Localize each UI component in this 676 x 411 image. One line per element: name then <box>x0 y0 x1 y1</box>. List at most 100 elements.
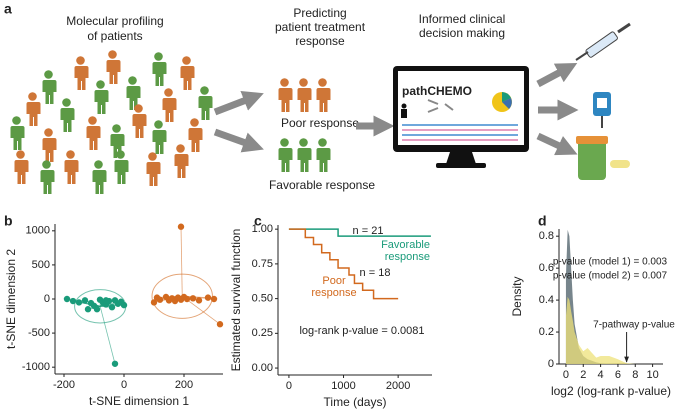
annotation: response <box>385 251 430 263</box>
y-tick-label: 0 <box>548 358 554 370</box>
y-tick-label: 0.4 <box>539 294 554 306</box>
panel-a: a Molecular profiling of patients Predic… <box>4 1 631 194</box>
point <box>156 296 164 303</box>
caption: Favorable response <box>269 178 375 192</box>
person-icon <box>74 56 89 90</box>
caption: decision making <box>419 26 505 40</box>
point <box>63 295 71 303</box>
y-tick-label: 0.2 <box>539 326 554 338</box>
annotation: log-rank p-value = 0.0081 <box>299 325 424 337</box>
caption: Poor response <box>281 116 359 130</box>
person-icon <box>64 150 79 184</box>
arrows <box>213 63 579 156</box>
point <box>183 295 191 303</box>
caption: patient treatment <box>275 20 366 34</box>
x-tick-label: 6 <box>615 369 621 381</box>
y-tick-label: -500 <box>28 327 50 339</box>
panel-label: b <box>4 213 13 229</box>
caption: Informed clinical <box>419 12 506 26</box>
person-icon <box>198 86 213 120</box>
annotation: n = 18 <box>360 267 391 279</box>
person-icon <box>94 80 109 114</box>
person-icon <box>297 138 312 172</box>
panel-label: c <box>254 213 262 229</box>
app-name: pathCHEMO <box>402 84 472 98</box>
person-icon <box>180 56 195 90</box>
person-icon <box>92 160 107 194</box>
caption: of patients <box>87 29 142 43</box>
point <box>93 306 101 313</box>
person-icon <box>316 78 331 112</box>
x-tick-label: 2 <box>580 369 586 381</box>
y-tick-label: 0.00 <box>252 362 273 374</box>
point <box>195 297 203 304</box>
y-axis-label: t-SNE dimension 2 <box>4 249 18 349</box>
person-icon <box>162 88 177 122</box>
point <box>204 294 212 301</box>
person-icon <box>297 78 312 112</box>
point <box>69 297 77 305</box>
person-icon <box>106 50 121 84</box>
panel-label: a <box>4 1 12 17</box>
point <box>177 223 185 230</box>
person-icon <box>86 116 101 150</box>
x-tick-label: -200 <box>53 379 75 391</box>
person-icon <box>60 98 75 132</box>
person-icon <box>40 160 55 194</box>
annotation: p-value (model 1) = 0.003 <box>553 257 668 268</box>
point <box>150 299 158 306</box>
person-icon <box>10 116 25 150</box>
density-area <box>565 296 636 364</box>
x-tick-label: 4 <box>598 369 604 381</box>
person-icon <box>14 150 29 184</box>
centroid-line <box>180 226 183 297</box>
point <box>120 301 128 309</box>
x-axis-label: t-SNE dimension 1 <box>89 394 189 408</box>
y-axis-label: Estimated survival function <box>229 229 243 372</box>
y-tick-label: -1000 <box>22 361 50 373</box>
centroid-line <box>99 306 116 364</box>
treatment-icons <box>575 22 631 180</box>
point <box>81 297 89 304</box>
caption: Molecular profiling <box>66 14 163 28</box>
person-icon <box>174 144 189 178</box>
annotation: Poor <box>322 275 346 287</box>
x-tick-label: 8 <box>632 369 638 381</box>
point <box>102 297 110 304</box>
x-tick-label: 0 <box>563 369 569 381</box>
annotation: p-value (model 2) = 0.007 <box>553 271 668 282</box>
person-icon <box>278 138 293 172</box>
person-icon <box>316 138 331 172</box>
annotation: Favorable <box>381 239 430 251</box>
y-tick-label: 1000 <box>26 225 50 237</box>
y-tick-label: 500 <box>32 259 50 271</box>
x-axis-label: log2 (log-rank p-value) <box>551 384 671 398</box>
person-icon <box>26 92 41 126</box>
y-tick-label: 0.25 <box>252 327 273 339</box>
x-tick-label: 0 <box>121 379 127 391</box>
person-icon <box>42 128 57 162</box>
person-icon <box>278 78 293 112</box>
point <box>75 299 83 306</box>
point <box>108 303 116 311</box>
person-icon <box>114 150 129 184</box>
x-tick-label: 10 <box>646 369 658 381</box>
annotation: n = 21 <box>353 225 384 237</box>
annotation: 7-pathway p-value <box>593 320 675 331</box>
point <box>216 321 224 328</box>
survival-curve <box>288 228 431 237</box>
caption: response <box>295 34 345 48</box>
annotation: response <box>311 287 356 299</box>
y-tick-label: 0 <box>44 293 50 305</box>
point <box>210 295 218 303</box>
y-tick-label: 0.8 <box>539 230 554 242</box>
caption: Predicting <box>293 6 346 20</box>
person-icon <box>42 70 57 104</box>
y-tick-label: 1.00 <box>252 223 273 235</box>
y-tick-label: 0.6 <box>539 262 554 274</box>
x-tick-label: 2000 <box>386 380 410 392</box>
point <box>84 306 92 313</box>
panel-label: d <box>538 213 547 229</box>
